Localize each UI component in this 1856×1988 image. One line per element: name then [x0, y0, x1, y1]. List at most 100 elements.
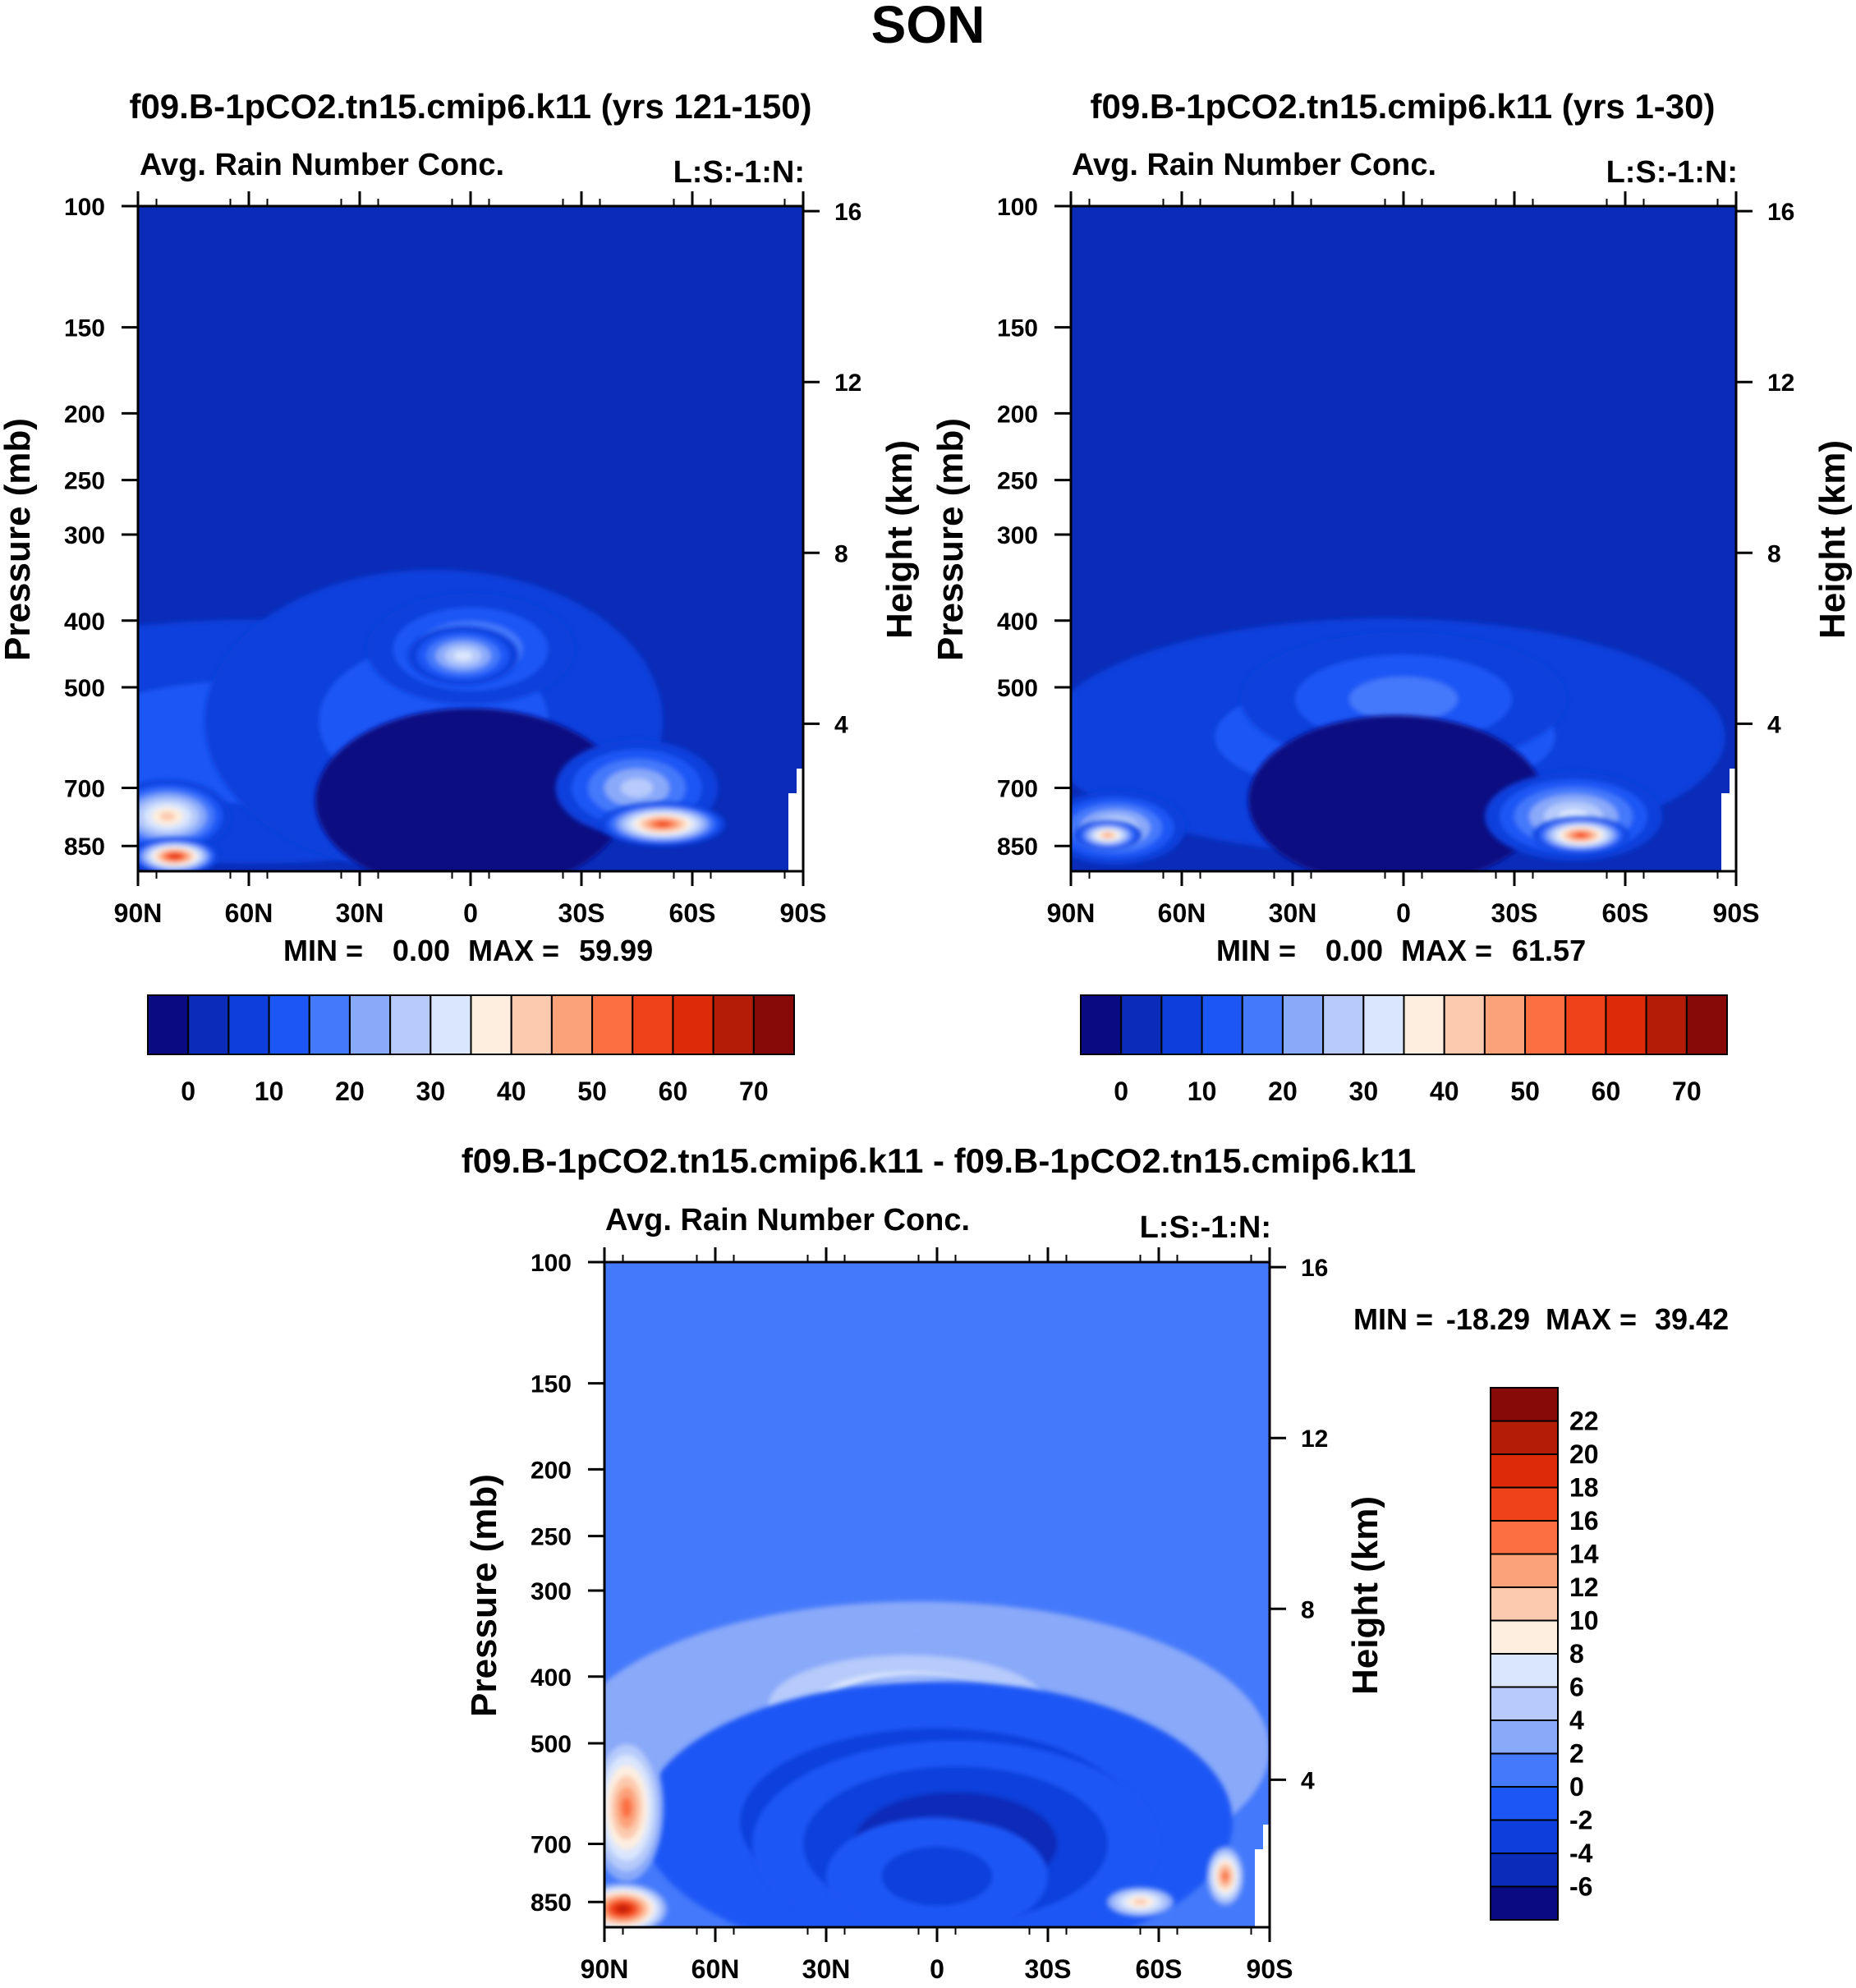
- panel-subtitle-right: L:S:-1:N:: [1606, 155, 1738, 190]
- colorbar-label: 12: [1569, 1572, 1599, 1602]
- panel-subtitle-right: L:S:-1:N:: [673, 155, 805, 190]
- y-tick-label: 400: [997, 608, 1038, 636]
- colorbar-label: 0: [1569, 1772, 1584, 1802]
- colorbar-swatch: [1120, 994, 1163, 1055]
- min-label: MIN =: [1216, 934, 1296, 967]
- y-tick-label: 300: [531, 1578, 572, 1605]
- colorbar-label: -4: [1569, 1839, 1593, 1868]
- contour-blob: [1074, 820, 1142, 851]
- right-tick-label: 8: [1301, 1596, 1315, 1623]
- max-label: MAX =: [468, 934, 559, 967]
- colorbar-swatch: [1403, 994, 1445, 1055]
- colorbar-label: -6: [1569, 1872, 1592, 1902]
- colorbar-swatch: [1490, 1586, 1559, 1622]
- y-axis-label: Pressure (mb): [0, 418, 38, 661]
- min-label: MIN =: [1353, 1302, 1433, 1336]
- colorbar-label: 14: [1569, 1540, 1599, 1569]
- contour-blob: [826, 1816, 1048, 1927]
- contour-level: [881, 1846, 993, 1906]
- y-tick-label: 300: [997, 522, 1038, 549]
- y-tick-label: 300: [64, 522, 105, 549]
- contour-level: [1576, 833, 1586, 838]
- y-tick-label: 850: [997, 833, 1038, 861]
- colorbar-swatch: [1490, 1387, 1559, 1422]
- right-tick-label: 12: [834, 370, 861, 397]
- colorbar-swatch: [510, 994, 553, 1055]
- colorbar-swatch: [1490, 1885, 1559, 1921]
- contour-level: [621, 1797, 632, 1819]
- colorbar-swatch: [1443, 994, 1486, 1055]
- colorbar-label: 4: [1569, 1706, 1584, 1735]
- x-tick-label: 30N: [1269, 898, 1317, 928]
- y-tick-label: 500: [531, 1731, 572, 1758]
- colorbar-swatch: [1490, 1486, 1559, 1522]
- contour-blob: [604, 1883, 668, 1927]
- contour-blob: [1107, 1887, 1174, 1917]
- y-tick-label: 400: [531, 1664, 572, 1692]
- y-tick-label: 250: [531, 1524, 572, 1551]
- x-tick-label: 30S: [1025, 1954, 1072, 1984]
- y-tick-label: 500: [997, 675, 1038, 702]
- panel-title: f09.B-1pCO2.tn15.cmip6.k11 - f09.B-1pCO2…: [462, 1141, 1416, 1180]
- contour-blob: [138, 838, 219, 871]
- contour-level: [657, 822, 668, 827]
- colorbar-swatch: [1490, 1853, 1559, 1888]
- contour-blob: [1206, 1846, 1244, 1906]
- colorbar-swatch: [1490, 1453, 1559, 1489]
- colorbar-label: 60: [1592, 1077, 1621, 1106]
- y-axis-label-right: Height (km): [880, 440, 920, 639]
- panel-subtitle-left: Avg. Rain Number Conc.: [140, 148, 504, 182]
- colorbar-label: 16: [1569, 1506, 1599, 1536]
- y-tick-label: 500: [64, 675, 105, 702]
- colorbar-swatch: [1605, 994, 1647, 1055]
- colorbar-label: 30: [416, 1077, 446, 1106]
- contour-blob: [407, 626, 519, 686]
- colorbar-label: 6: [1569, 1673, 1584, 1702]
- colorbar-label: 22: [1569, 1407, 1599, 1436]
- y-tick-label: 200: [997, 401, 1038, 428]
- colorbar-label: 8: [1569, 1639, 1584, 1669]
- plot-area: 90N 60N 30N 0 30S 60S 90S 100 150 200 250 300 400 500…: [64, 191, 861, 928]
- right-tick-label: 4: [834, 711, 848, 738]
- colorbar-label: 0: [181, 1077, 195, 1106]
- right-tick-label: 8: [834, 540, 848, 567]
- panel-diff: f09.B-1pCO2.tn15.cmip6.k11 - f09.B-1pCO2…: [462, 1141, 1729, 1984]
- colorbar-swatch: [227, 994, 270, 1055]
- right-tick-label: 4: [1767, 711, 1781, 738]
- colorbar-swatch: [1685, 994, 1728, 1055]
- contour-level: [1104, 833, 1112, 838]
- colorbar-label: 10: [1188, 1077, 1217, 1106]
- x-tick-label: 60S: [1602, 898, 1649, 928]
- colorbar-label: 2: [1569, 1739, 1584, 1769]
- y-axis-label-right: Height (km): [1345, 1496, 1385, 1695]
- colorbar-swatch: [1490, 1819, 1559, 1854]
- contour-blob: [315, 708, 626, 871]
- min-label: MIN =: [283, 934, 363, 967]
- right-tick-label: 16: [834, 199, 861, 226]
- right-tick-label: 4: [1301, 1767, 1315, 1794]
- max-value: 59.99: [579, 934, 653, 967]
- y-tick-label: 700: [997, 776, 1038, 803]
- panel-title: f09.B-1pCO2.tn15.cmip6.k11 (yrs 121-150): [129, 87, 811, 126]
- x-tick-label: 90N: [581, 1954, 629, 1984]
- colorbar-swatch: [470, 994, 512, 1055]
- x-tick-label: 30N: [336, 898, 384, 928]
- right-tick-label: 16: [1301, 1255, 1328, 1282]
- x-tick-label: 30S: [558, 898, 605, 928]
- contour-blob: [138, 779, 231, 854]
- colorbar-swatch: [1490, 1686, 1559, 1721]
- contour-blob: [604, 1733, 664, 1882]
- colorbar-swatch: [632, 994, 674, 1055]
- missing-data: [1721, 769, 1736, 871]
- right-tick-label: 8: [1767, 540, 1781, 567]
- contour-blob: [1248, 715, 1544, 871]
- colorbar-label: 70: [1672, 1077, 1702, 1106]
- max-label: MAX =: [1546, 1302, 1637, 1336]
- missing-data: [1255, 1825, 1270, 1927]
- colorbar-swatch: [1241, 994, 1284, 1055]
- colorbar-swatch: [1483, 994, 1527, 1055]
- y-tick-label: 150: [64, 315, 105, 342]
- colorbar-swatch: [550, 994, 594, 1055]
- x-tick-label: 60N: [691, 1954, 740, 1984]
- colorbar-swatch: [1281, 994, 1325, 1055]
